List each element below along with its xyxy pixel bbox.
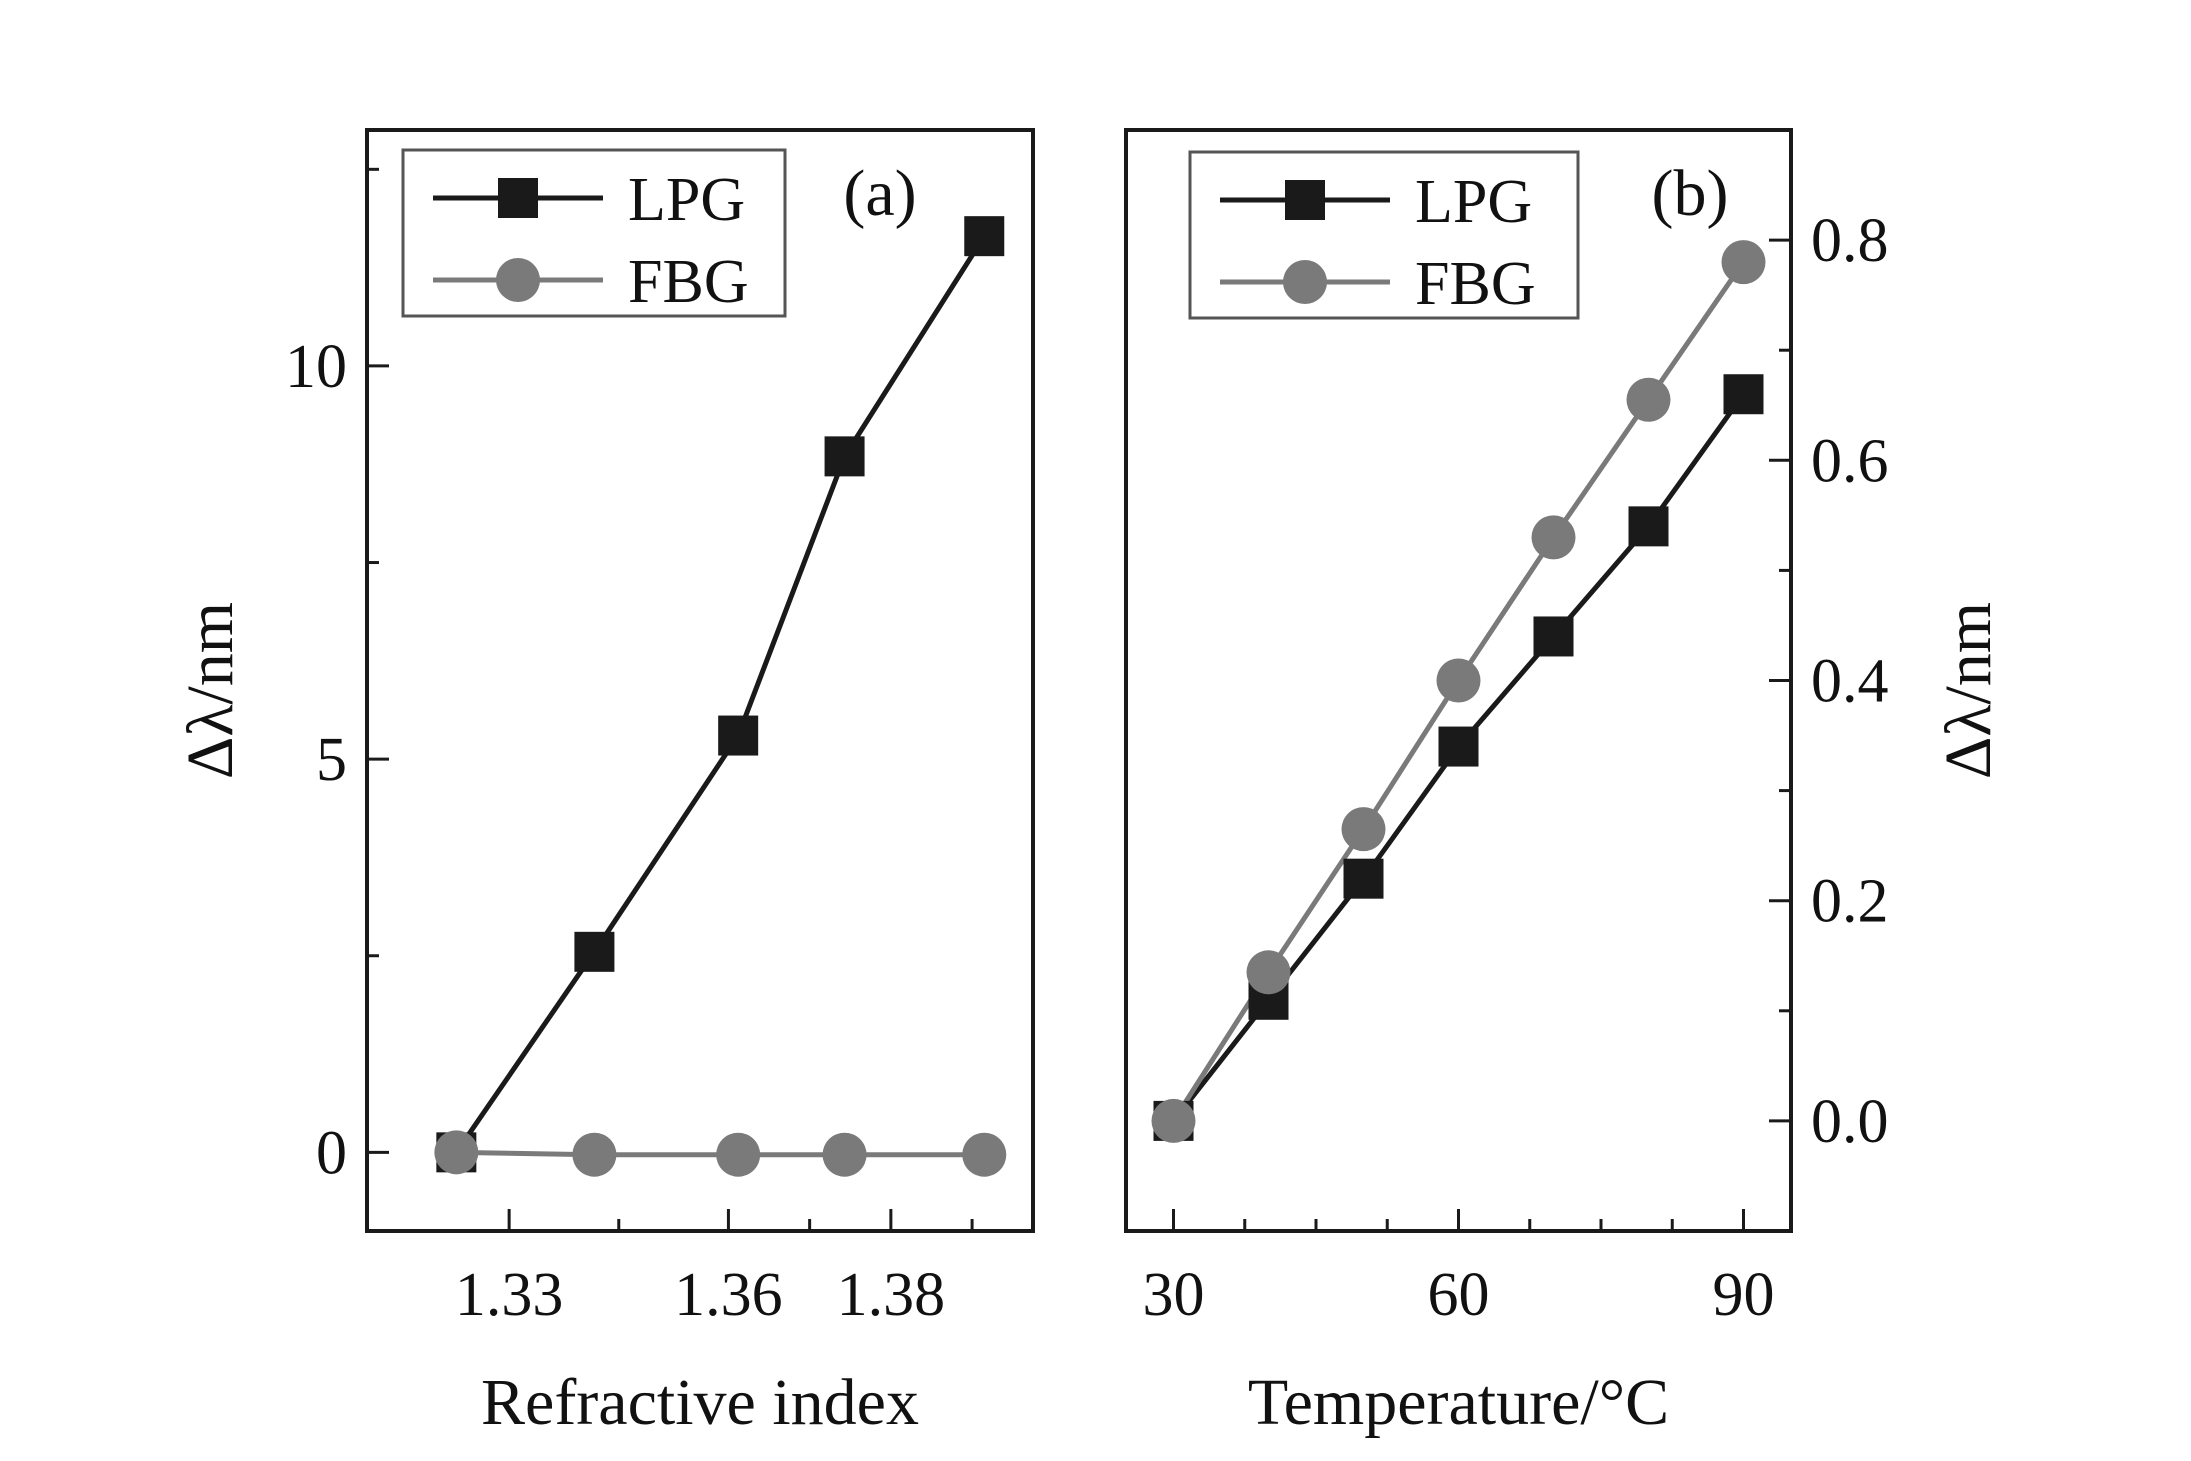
x-axis-title: Refractive index	[481, 1366, 919, 1439]
data-point-fbg	[1721, 240, 1766, 285]
x-tick-label: 1.33	[455, 1261, 564, 1329]
legend-label-lpg: LPG	[628, 166, 745, 234]
panel-label: (b)	[1652, 157, 1729, 230]
series-line-lpg	[454, 234, 987, 1154]
data-point-lpg	[964, 216, 1005, 257]
y-axis-title: Δλ/nm	[174, 602, 247, 779]
panel-label: (a)	[843, 157, 916, 230]
legend-label-fbg: FBG	[1415, 250, 1536, 318]
data-point-fbg	[716, 1132, 761, 1177]
panel-b-temperature: 30 60 90 0.0 0.2 0.4 0.6 0.8 Temperature/°C Δλ/nm…	[1124, 128, 2005, 1439]
data-point-lpg	[1628, 506, 1669, 547]
legend-box	[401, 148, 787, 318]
data-point-fbg	[1436, 658, 1481, 703]
x-tick-label: 1.36	[674, 1261, 783, 1329]
data-point-fbg	[434, 1130, 479, 1175]
plot-frame	[365, 128, 1035, 1233]
x-axis-title: Temperature/°C	[1248, 1366, 1669, 1439]
data-point-fbg	[1626, 377, 1671, 422]
y-tick-label: 0.2	[1811, 868, 1889, 936]
data-point-lpg	[574, 931, 615, 972]
legend-marker-fbg	[496, 258, 540, 302]
x-tick-label: 30	[1143, 1261, 1205, 1329]
data-point-fbg	[1341, 807, 1386, 852]
legend-marker-lpg	[1285, 180, 1325, 220]
legend-label-lpg: LPG	[1415, 168, 1532, 236]
x-tick-label: 60	[1428, 1261, 1490, 1329]
y-tick-label: 5	[316, 726, 347, 794]
data-point-lpg	[1723, 374, 1764, 415]
data-point-fbg	[1531, 515, 1576, 560]
x-tick-label: 1.38	[837, 1261, 946, 1329]
y-axis-title: Δλ/nm	[1932, 602, 2005, 779]
legend-box	[1188, 150, 1580, 320]
data-point-fbg	[1151, 1098, 1196, 1143]
data-point-lpg	[718, 715, 759, 756]
legend-marker-lpg	[498, 178, 538, 218]
y-tick-label: 10	[285, 333, 347, 401]
y-tick-label: 0.0	[1811, 1088, 1889, 1156]
data-point-lpg	[1438, 726, 1479, 767]
data-point-fbg	[1246, 950, 1291, 995]
data-point-lpg	[824, 436, 865, 477]
data-point-lpg	[1343, 858, 1384, 899]
y-tick-label: 0.8	[1811, 207, 1889, 275]
y-tick-label: 0	[316, 1119, 347, 1187]
y-tick-label: 0.4	[1811, 648, 1889, 716]
legend-marker-fbg	[1283, 260, 1327, 304]
y-tick-label: 0.6	[1811, 427, 1889, 495]
panel-a-refractive-index: 1.33 1.36 1.38 0 5 10 Refractive index Δλ/nm LPG…	[174, 128, 1035, 1439]
data-point-fbg	[822, 1132, 867, 1177]
data-point-fbg	[572, 1132, 617, 1177]
x-tick-label: 90	[1713, 1261, 1775, 1329]
legend-label-fbg: FBG	[628, 248, 749, 316]
data-point-fbg	[962, 1132, 1007, 1177]
data-point-lpg	[1533, 616, 1574, 657]
